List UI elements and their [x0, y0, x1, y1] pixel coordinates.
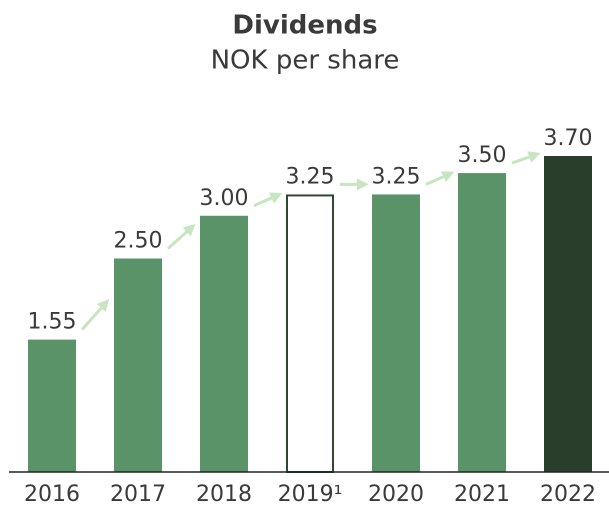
- value-label: 3.25: [372, 164, 421, 189]
- bar: [200, 215, 248, 472]
- bar: [544, 156, 592, 472]
- x-tick-label: 2021: [454, 482, 510, 507]
- trend-arrow: [167, 223, 196, 250]
- trend-arrow: [425, 171, 455, 186]
- bar: [286, 194, 334, 473]
- bar: [458, 173, 506, 472]
- value-label: 2.50: [114, 228, 163, 253]
- value-label: 3.50: [458, 143, 507, 168]
- value-label: 3.70: [544, 126, 593, 151]
- bar: [28, 339, 76, 472]
- trend-arrow: [80, 299, 110, 331]
- value-label: 3.00: [200, 186, 249, 211]
- x-tick-label: 2020: [368, 482, 424, 507]
- trend-arrow: [253, 192, 283, 208]
- value-label: 1.55: [28, 310, 77, 335]
- x-tick-label: 2019¹: [278, 482, 343, 507]
- x-tick-label: 2017: [110, 482, 166, 507]
- trend-arrow: [511, 151, 541, 165]
- x-tick-label: 2018: [196, 482, 252, 507]
- x-tick-label: 2016: [24, 482, 80, 507]
- bar: [114, 258, 162, 472]
- bar: [372, 194, 420, 472]
- value-label: 3.25: [286, 164, 335, 189]
- chart-subtitle: NOK per share: [211, 46, 400, 76]
- x-tick-label: 2022: [540, 482, 596, 507]
- chart-title: Dividends: [232, 11, 377, 41]
